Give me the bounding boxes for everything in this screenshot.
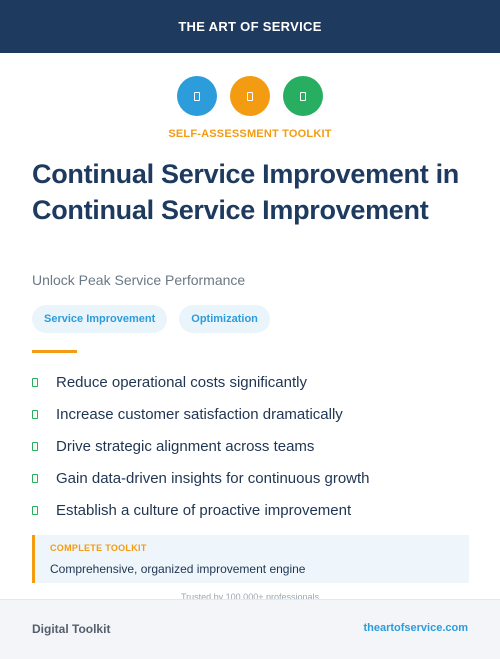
check-icon: [32, 377, 38, 387]
benefit-item: Establish a culture of proactive improve…: [32, 494, 472, 526]
check-icon: [32, 441, 38, 451]
check-icon: [32, 505, 38, 515]
benefit-list: Reduce operational costs significantly I…: [32, 366, 472, 526]
check-icon: [32, 473, 38, 483]
benefit-text: Drive strategic alignment across teams: [56, 437, 315, 455]
tag-optimization: Optimization: [179, 305, 270, 333]
check-icon: [32, 409, 38, 419]
accent-divider: [32, 350, 77, 353]
icon-row: [0, 76, 500, 116]
benefit-text: Establish a culture of proactive improve…: [56, 501, 352, 519]
benefit-text: Gain data-driven insights for continuous…: [56, 469, 370, 487]
benefit-item: Increase customer satisfaction dramatica…: [32, 398, 472, 430]
toolkit-kicker: SELF-ASSESSMENT TOOLKIT: [168, 128, 332, 140]
benefit-item: Gain data-driven insights for continuous…: [32, 462, 472, 494]
tag-list: Service Improvement Optimization: [32, 305, 270, 333]
blue-document-icon: [177, 76, 217, 116]
benefit-text: Increase customer satisfaction dramatica…: [56, 405, 343, 423]
trusted-note: Trusted by 100,000+ professionals: [180, 592, 319, 599]
orange-document-icon: [230, 76, 270, 116]
tag-service-improvement: Service Improvement: [32, 305, 168, 333]
callout-text: Comprehensive, organized improvement eng…: [50, 562, 306, 576]
callout-label: COMPLETE TOOLKIT: [50, 543, 147, 553]
header-bar: THE ART OF SERVICE: [0, 0, 500, 53]
toolkit-callout: COMPLETE TOOLKIT Comprehensive, organize…: [32, 535, 469, 583]
benefit-text: Reduce operational costs significantly: [56, 373, 307, 391]
benefit-item: Drive strategic alignment across teams: [32, 430, 472, 462]
subtitle: Unlock Peak Service Performance: [32, 272, 246, 288]
benefit-item: Reduce operational costs significantly: [32, 366, 472, 398]
green-document-icon: [283, 76, 323, 116]
footer-bar: Digital Toolkit theartofservice.com: [0, 599, 500, 659]
page-title: Continual Service Improvement in Continu…: [32, 159, 460, 225]
footer-label: Digital Toolkit: [32, 622, 111, 636]
brand-name: THE ART OF SERVICE: [178, 19, 322, 34]
website-link[interactable]: theartofservice.com: [363, 622, 468, 634]
